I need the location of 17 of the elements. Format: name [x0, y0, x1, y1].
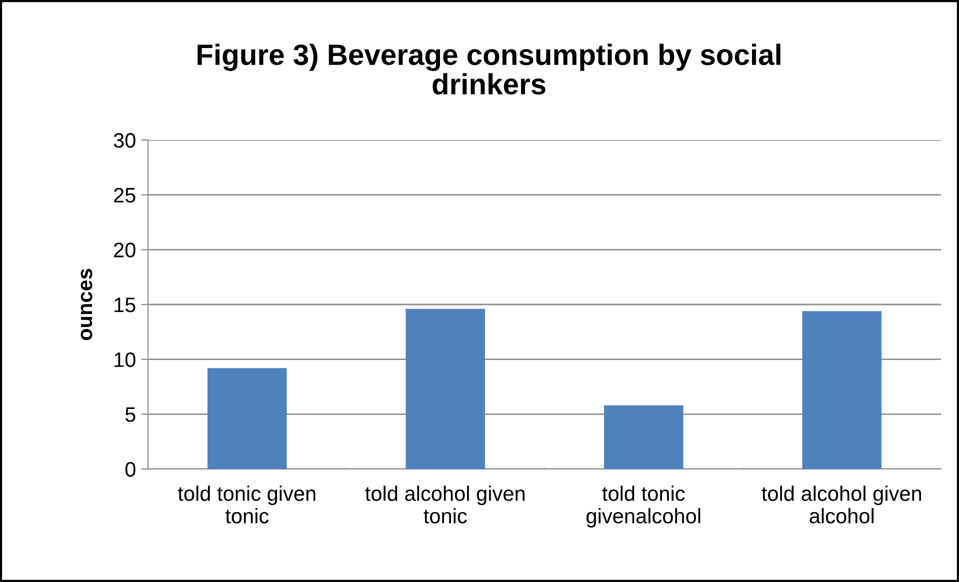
- x-tick-label: told tonic givenalcohol: [586, 486, 700, 528]
- bar: [406, 308, 486, 469]
- x-tick-label: told tonic given tonic: [178, 486, 316, 524]
- y-tick-label: 20: [114, 242, 136, 258]
- y-tick-label: 10: [114, 352, 136, 368]
- y-axis-title: ounces: [80, 268, 92, 340]
- y-tick-label: 30: [114, 133, 136, 148]
- bar: [802, 311, 882, 469]
- y-tick-label: 0: [125, 462, 136, 477]
- x-tick-label: told alcohol given alcohol: [762, 486, 922, 524]
- x-tick-label: told alcohol given tonic: [365, 486, 525, 524]
- bar: [604, 405, 684, 469]
- y-tick-label: 5: [125, 407, 136, 422]
- y-tick-label: 15: [114, 298, 136, 312]
- chart-title: Figure 3) Beverage consumption by social drinkers: [198, 44, 780, 95]
- y-tick-label: 25: [114, 188, 136, 203]
- bar: [207, 368, 287, 469]
